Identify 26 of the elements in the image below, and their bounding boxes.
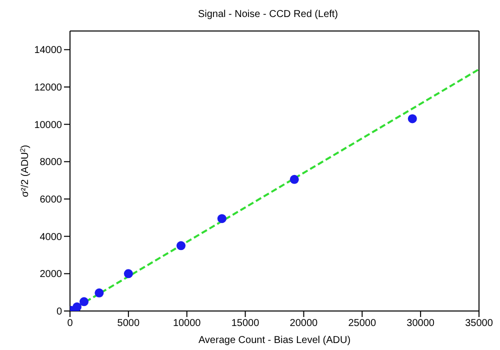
chart-title: Signal - Noise - CCD Red (Left) <box>196 8 340 22</box>
point <box>176 241 186 250</box>
y-tick-label: 6000 <box>40 194 62 206</box>
y-tick-label: 10000 <box>34 120 62 131</box>
x-tick-label: 5000 <box>117 318 140 330</box>
point <box>94 288 104 298</box>
x-tick-label: 20000 <box>290 318 318 330</box>
x-tick-label: 15000 <box>231 318 260 330</box>
y-tick-label: 12000 <box>34 82 62 94</box>
x-tick-label: 0 <box>67 318 74 330</box>
y-tick-label: 4000 <box>40 232 62 243</box>
y-tick-label: 0 <box>56 306 62 318</box>
x-tick-label: 25000 <box>348 318 376 330</box>
point <box>80 297 89 306</box>
x-tick-label: 30000 <box>406 318 435 330</box>
point <box>124 269 133 278</box>
x-tick-label: 35000 <box>465 318 494 330</box>
y-tick-label: 14000 <box>34 45 62 56</box>
x-tick-label: 10000 <box>172 318 202 330</box>
point <box>408 114 417 124</box>
y-tick-label: 8000 <box>40 157 62 168</box>
y-tick-label: 2000 <box>40 269 62 280</box>
point <box>72 302 82 311</box>
point <box>217 214 226 224</box>
x-axis-title: Average Count - Bias Level (ADU) <box>198 335 351 346</box>
point <box>290 174 299 184</box>
